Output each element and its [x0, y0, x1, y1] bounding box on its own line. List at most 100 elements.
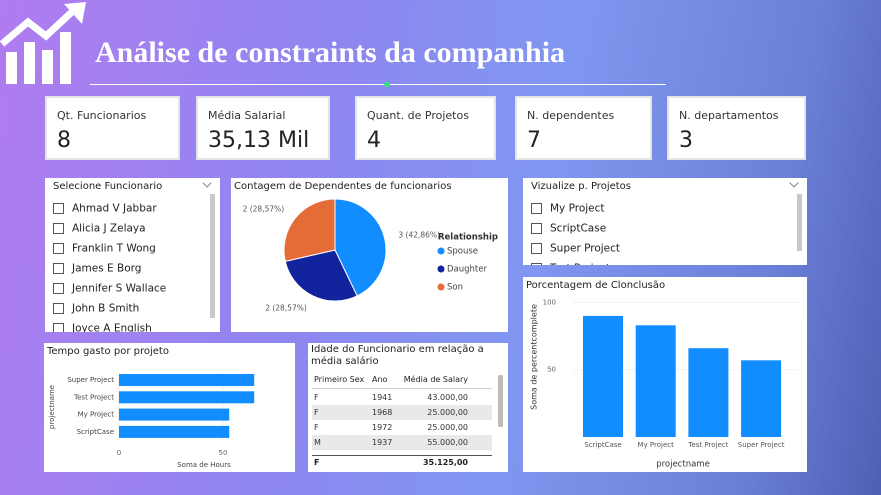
- slicer-item[interactable]: Test Project: [531, 258, 610, 265]
- slicer-item-label: My Project: [550, 202, 605, 215]
- card-label: Quant. de Projetos: [367, 109, 469, 122]
- y-tick-label: ScriptCase: [77, 428, 114, 436]
- card-value: 35,13 Mil: [208, 128, 310, 153]
- header-rule: [312, 388, 492, 389]
- total-cell: 35.125,00: [422, 458, 468, 467]
- slicer-item-label: Jennifer S Wallace: [72, 282, 167, 295]
- slicer-item-label: Franklin T Wong: [72, 242, 156, 255]
- logo: [0, 2, 86, 84]
- legend-label: Daughter: [447, 265, 487, 275]
- column-header[interactable]: Primeiro Sex: [314, 375, 365, 384]
- legend-label: Spouse: [447, 247, 478, 257]
- kpi-card: N. dependentes 7: [515, 96, 652, 160]
- table-body: F 1941 43.000,00 F 1968 25.000,00 F 1972 25.000,…: [308, 390, 498, 454]
- table-row: F 1968 25.000,00: [312, 405, 492, 420]
- slicer-item[interactable]: My Project: [531, 198, 605, 215]
- checkbox[interactable]: [531, 263, 542, 265]
- table-cell: F: [314, 423, 319, 432]
- card-value: 3: [679, 128, 693, 153]
- checkbox[interactable]: [53, 223, 64, 234]
- card-value: 7: [527, 128, 541, 153]
- slicer-item-label: Ahmad V Jabbar: [72, 202, 157, 215]
- chart-panel: Contagem de Dependentes de funcionarios 3…: [231, 178, 508, 332]
- bar: [119, 391, 255, 404]
- table-cell: M: [314, 453, 364, 454]
- underline-handle: [384, 82, 390, 87]
- bar: [119, 408, 230, 421]
- kpi-card: Média Salarial 35,13 Mil: [196, 96, 330, 160]
- title-underline: [90, 84, 666, 85]
- x-axis-label: projectname: [656, 460, 710, 470]
- kpi-card: Qt. Funcionarios 8: [45, 96, 180, 160]
- legend-marker: [437, 247, 445, 255]
- chart-svg: Porcentagem de Clonclusão 50 100 ScriptCase…: [526, 280, 798, 470]
- slicer-item[interactable]: Alicia J Zelaya: [53, 218, 146, 235]
- pie-slice: [283, 198, 336, 262]
- scrollbar[interactable]: [498, 375, 503, 427]
- data-label: 3 (42,86%): [398, 231, 440, 240]
- x-tick-label: 50: [219, 449, 228, 457]
- card-label: N. departamentos: [679, 109, 779, 122]
- total-cell: F: [314, 458, 320, 467]
- scrollbar: [797, 194, 802, 251]
- slicer-item[interactable]: Jennifer S Wallace: [53, 278, 167, 295]
- checkbox[interactable]: [53, 303, 64, 314]
- slicer-dropdown[interactable]: [202, 178, 212, 188]
- x-tick-label: Test Project: [687, 441, 728, 449]
- slicer-item-label: Joyce A English: [72, 322, 152, 333]
- chart-svg: Contagem de Dependentes de funcionarios 3…: [234, 181, 498, 313]
- x-tick-label: ScriptCase: [584, 441, 621, 449]
- slicer-dropdown[interactable]: [789, 178, 799, 188]
- card-label: N. dependentes: [527, 109, 615, 122]
- table-cell: F: [314, 393, 319, 402]
- y-tick-label: 50: [547, 366, 556, 374]
- table-row: F 1972 25.000,00: [312, 420, 492, 435]
- slicer-item[interactable]: Super Project: [531, 238, 620, 255]
- checkbox[interactable]: [531, 223, 542, 234]
- data-label: 2 (28,57%): [265, 304, 307, 313]
- table-cell: 1955: [372, 453, 398, 454]
- y-tick-label: My Project: [78, 411, 115, 419]
- slicer-item[interactable]: James E Borg: [53, 258, 142, 275]
- x-axis-label: Soma de Hours: [177, 461, 231, 469]
- chart-panel: Porcentagem de Clonclusão 50 100 ScriptCase…: [523, 277, 807, 472]
- table-cell: 25.000,00: [427, 408, 468, 417]
- slicer-item[interactable]: Joyce A English: [53, 318, 152, 332]
- pie-slice: [284, 249, 358, 302]
- checkbox[interactable]: [53, 283, 64, 294]
- card-label: Qt. Funcionarios: [57, 109, 147, 122]
- dashboard-title: Análise de constraints da companhia: [95, 36, 566, 69]
- x-tick-label: My Project: [638, 441, 675, 449]
- checkbox[interactable]: [53, 263, 64, 274]
- checkbox[interactable]: [53, 203, 64, 214]
- checkbox[interactable]: [53, 323, 64, 332]
- slicer-item-label: James E Borg: [72, 262, 142, 275]
- bar: [119, 425, 230, 438]
- slicer-item[interactable]: Ahmad V Jabbar: [53, 198, 157, 215]
- column-header[interactable]: Média de Salary: [403, 375, 468, 384]
- slicer-title: Selecione Funcionario: [53, 181, 163, 192]
- total-rule: [312, 455, 492, 456]
- table-row: M 1937 55.000,00: [312, 435, 492, 450]
- slicer-item[interactable]: Franklin T Wong: [53, 238, 156, 255]
- legend-marker: [437, 283, 445, 291]
- data-label: 2 (28,57%): [243, 204, 285, 213]
- checkbox[interactable]: [531, 243, 542, 254]
- scrollbar: [210, 194, 215, 318]
- checkbox[interactable]: [531, 203, 542, 214]
- checkbox[interactable]: [53, 243, 64, 254]
- slicer-item[interactable]: ScriptCase: [531, 218, 607, 235]
- bar: [119, 374, 255, 386]
- x-tick-label: 0: [117, 449, 121, 457]
- chart-panel: Tempo gasto por projeto 0 50 Super Project T…: [44, 343, 295, 472]
- y-tick-label: 100: [543, 298, 556, 306]
- legend-marker: [437, 265, 445, 273]
- bar: [741, 360, 782, 437]
- bar: [583, 315, 623, 437]
- slicer-item-label: Alicia J Zelaya: [72, 222, 146, 235]
- slicer-item-label: John B Smith: [72, 302, 140, 315]
- column-header[interactable]: Ano: [372, 375, 388, 384]
- y-axis-label: Soma de percentcomplete: [530, 304, 539, 410]
- slicer-item-label: ScriptCase: [550, 222, 607, 235]
- slicer-item[interactable]: John B Smith: [53, 298, 140, 315]
